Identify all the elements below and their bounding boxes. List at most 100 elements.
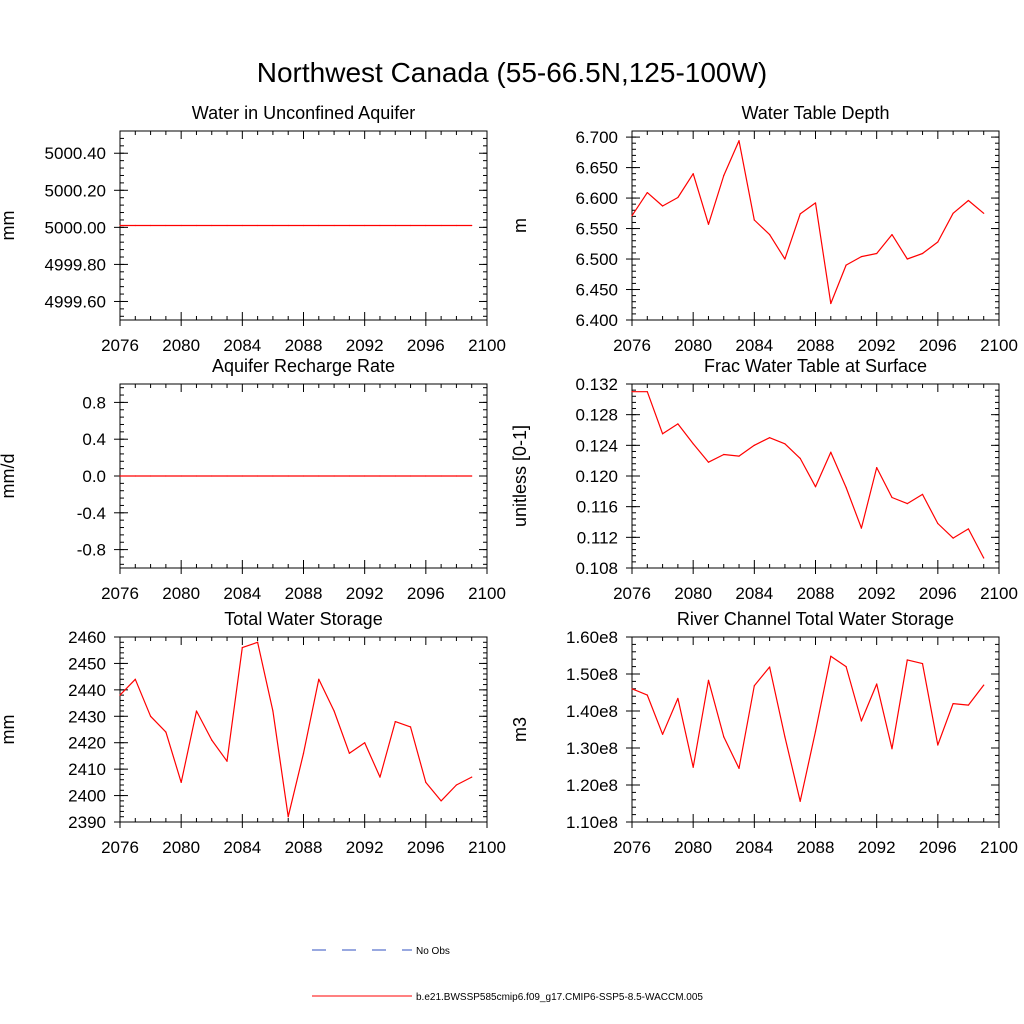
y-tick-label: 2390	[68, 813, 106, 832]
data-point	[318, 224, 320, 227]
data-point	[165, 731, 167, 733]
data-point	[302, 224, 305, 227]
data-point	[799, 800, 801, 802]
data-point	[409, 224, 412, 227]
series-line	[631, 655, 985, 802]
plot-frame	[631, 130, 1000, 321]
data-point	[272, 224, 274, 227]
data-point	[799, 213, 801, 215]
data-point	[769, 437, 771, 439]
legend-label-model-run: b.e21.BWSSP585cmip6.f09_g17.CMIP6-SSP5-8…	[416, 992, 703, 1003]
data-point	[784, 258, 786, 260]
data-point	[983, 212, 985, 214]
y-tick-label: 2430	[68, 707, 106, 726]
data-point	[241, 224, 243, 227]
data-point	[707, 461, 710, 463]
x-tick-label: 2096	[919, 336, 957, 355]
data-point	[211, 224, 213, 227]
data-point	[891, 496, 893, 499]
data-point	[348, 752, 350, 754]
y-tick-label: 6.550	[575, 220, 618, 239]
data-point	[876, 683, 878, 685]
data-point	[195, 224, 198, 227]
data-point	[119, 224, 121, 227]
data-point	[364, 742, 366, 744]
x-tick-label: 2084	[223, 336, 261, 355]
x-tick-label: 2096	[407, 336, 445, 355]
y-tick-label: 0.4	[82, 430, 106, 449]
data-point	[921, 252, 924, 255]
data-point	[769, 234, 771, 236]
data-point	[318, 678, 320, 680]
data-point	[876, 466, 878, 469]
panel-title: Total Water Storage	[224, 609, 382, 629]
data-point	[753, 444, 755, 446]
x-tick-label: 2100	[980, 584, 1018, 603]
y-tick-label: 2450	[68, 654, 106, 673]
x-tick-label: 2084	[223, 584, 261, 603]
x-tick-label: 2092	[858, 336, 896, 355]
y-tick-label: 0.112	[577, 528, 618, 547]
data-point	[333, 710, 335, 712]
data-point	[967, 199, 970, 202]
data-point	[440, 800, 442, 802]
data-point	[937, 241, 939, 243]
data-point	[440, 475, 442, 477]
y-tick-label: 2440	[68, 681, 106, 700]
data-point	[860, 255, 862, 258]
data-point	[876, 252, 878, 255]
x-tick-label: 2092	[346, 336, 384, 355]
data-point	[937, 522, 939, 525]
data-point	[302, 475, 305, 477]
data-point	[692, 173, 694, 175]
data-point	[257, 224, 259, 227]
data-point	[983, 684, 985, 686]
data-point	[394, 475, 396, 477]
y-tick-label: 6.400	[575, 311, 618, 330]
data-point	[180, 224, 182, 227]
panel-title: River Channel Total Water Storage	[677, 609, 954, 629]
x-tick-label: 2088	[285, 838, 323, 857]
figure-title: Northwest Canada (55-66.5N,125-100W)	[257, 57, 767, 88]
panel-title: Water Table Depth	[741, 103, 889, 123]
data-point	[830, 451, 832, 453]
x-tick-label: 2096	[407, 584, 445, 603]
y-tick-label: 0.124	[575, 436, 618, 455]
y-tick-label: 0.120	[575, 467, 618, 486]
x-tick-label: 2088	[285, 584, 323, 603]
x-tick-label: 2088	[797, 838, 835, 857]
y-axis-label: mm	[0, 715, 18, 745]
data-point	[348, 224, 350, 227]
data-point	[814, 202, 817, 204]
data-point	[707, 223, 710, 225]
y-tick-label: 5000.20	[45, 181, 106, 200]
panel-fwt: Frac Water Table at Surface unitless [0-1…	[510, 356, 1018, 603]
y-tick-label: -0.8	[77, 541, 106, 560]
data-point	[891, 748, 893, 750]
data-point	[830, 302, 832, 305]
data-point	[692, 766, 694, 768]
data-point	[952, 703, 954, 705]
x-tick-label: 2084	[735, 336, 773, 355]
data-point	[921, 493, 924, 495]
data-point	[891, 234, 893, 236]
data-point	[646, 694, 648, 696]
data-point	[287, 224, 289, 227]
data-point	[119, 475, 121, 477]
panel-rcs: River Channel Total Water Storage m3 2076 2…	[510, 609, 1018, 857]
data-point	[967, 528, 970, 530]
data-point	[723, 736, 725, 738]
y-tick-label: 5000.40	[45, 144, 106, 163]
data-point	[226, 760, 228, 762]
data-point	[455, 224, 458, 227]
data-point	[799, 457, 801, 459]
y-axis-label: m	[510, 218, 530, 233]
y-tick-label: 0.8	[82, 393, 106, 412]
data-point	[646, 191, 648, 194]
data-point	[814, 730, 817, 732]
x-tick-label: 2100	[980, 838, 1018, 857]
y-axis-label: unitless [0-1]	[510, 425, 530, 527]
data-point	[471, 475, 473, 477]
data-point	[333, 475, 335, 477]
data-point	[845, 264, 847, 266]
